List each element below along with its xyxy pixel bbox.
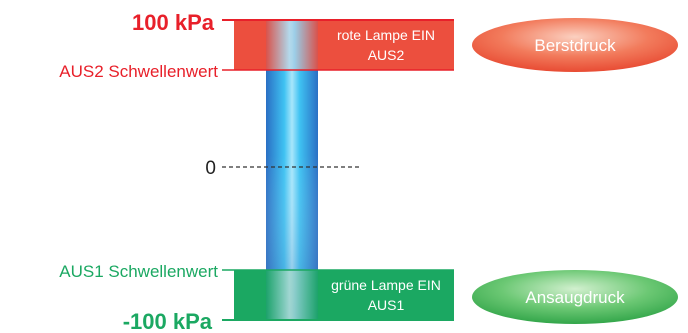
aus2-threshold-label: AUS2 Schwellenwert [59, 62, 218, 81]
tube-red-overlap [266, 20, 318, 70]
red-lamp-output-label: AUS2 [368, 47, 405, 63]
max-pressure-label: 100 kPa [132, 10, 215, 35]
burst-pressure-badge [472, 18, 678, 72]
tube-green-overlap [266, 270, 318, 320]
min-pressure-label: -100 kPa [123, 309, 213, 333]
green-lamp-output-label: AUS1 [368, 297, 405, 313]
burst-pressure-label: Berstdruck [534, 36, 616, 55]
suction-pressure-badge [472, 270, 678, 324]
suction-pressure-label: Ansaugdruck [525, 288, 625, 307]
zero-label: 0 [205, 158, 216, 179]
green-lamp-on-label: grüne Lampe EIN [331, 277, 441, 293]
red-lamp-on-label: rote Lampe EIN [337, 27, 435, 43]
aus1-threshold-label: AUS1 Schwellenwert [59, 262, 218, 281]
